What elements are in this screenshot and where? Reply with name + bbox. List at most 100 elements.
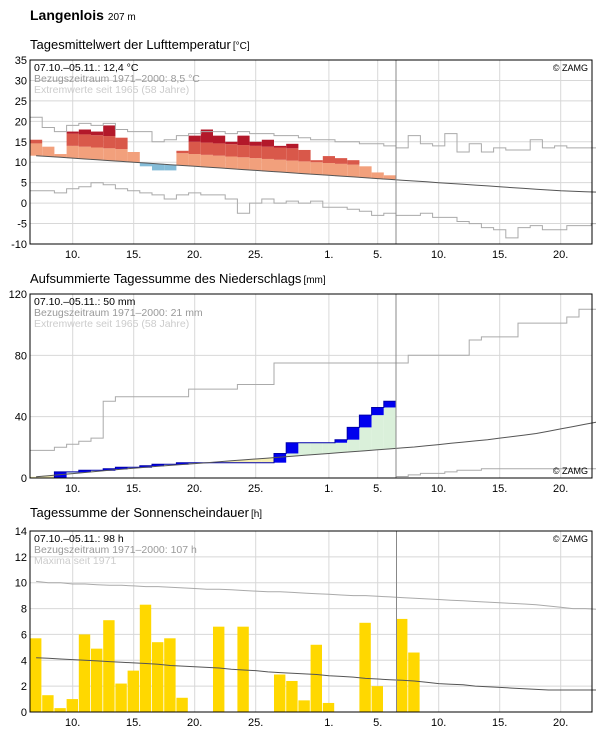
precip-area-above-normal (298, 443, 310, 456)
temp-bar-warm-dark (286, 144, 298, 148)
temp-bar-warm-mid (213, 143, 225, 155)
x-tick-label: 5. (373, 249, 382, 261)
sunshine-bar (128, 671, 139, 712)
sunshine-bar (213, 627, 224, 712)
temp-bar-warm-mid (237, 145, 249, 157)
x-tick-label: 15. (126, 483, 141, 495)
temp-bar-cold (164, 165, 176, 171)
sunshine-bar (140, 605, 151, 712)
precip-area-above-normal (311, 443, 323, 455)
precip-area-above-normal (347, 440, 359, 452)
sunshine-bar (396, 619, 407, 712)
sunshine-chart: 0246810121410.15.20.25.1.5.10.15.20.07.1… (0, 521, 596, 740)
y-tick-label: 14 (15, 526, 27, 538)
precip-daily-increment (372, 407, 384, 415)
temp-bar-warm-light (286, 161, 298, 173)
precip-daily-increment (286, 443, 298, 454)
y-tick-label: 0 (21, 198, 27, 210)
temp-bar-warm-light (30, 143, 42, 155)
x-tick-label: 5. (373, 483, 382, 495)
x-tick-label: 20. (187, 717, 202, 729)
x-tick-label: 1. (324, 717, 333, 729)
temp-bar-warm-light (67, 146, 79, 158)
temp-bar-warm-light (176, 153, 188, 165)
precip-area-above-normal (359, 427, 371, 450)
x-tick-label: 15. (492, 483, 507, 495)
x-tick-label: 20. (553, 483, 568, 495)
temperature-title-text: Tagesmittelwert der Lufttemperatur (30, 37, 231, 52)
temp-bar-warm-dark (262, 140, 274, 147)
temp-bar-warm-mid (176, 151, 188, 153)
temp-bar-warm-mid (286, 148, 298, 160)
temp-bar-warm-light (250, 158, 262, 170)
temp-bar-warm-light (237, 157, 249, 169)
temp-bar-warm-dark (103, 125, 115, 136)
sunshine-bar (54, 708, 65, 712)
temp-bar-warm-light (347, 165, 359, 177)
y-tick-label: 8 (21, 604, 27, 616)
y-tick-label: 80 (15, 350, 27, 362)
sunshine-bar (30, 638, 41, 712)
temp-bar-warm-dark (274, 146, 286, 148)
x-tick-label: 20. (187, 249, 202, 261)
precipitation-chart: 0408012010.15.20.25.1.5.10.15.20.07.10.–… (0, 286, 596, 501)
temperature-chart: -10-50510152025303510.15.20.25.1.5.10.15… (0, 52, 596, 267)
sunshine-bar (115, 684, 126, 712)
temp-bar-warm-light (91, 148, 103, 160)
legend-line-3: Maxima seit 1971 (34, 555, 116, 567)
sunshine-bar (323, 703, 334, 712)
precip-area-above-normal (323, 443, 335, 454)
temp-bar-cold (152, 164, 164, 171)
temp-bar-warm-light (372, 172, 384, 178)
temp-bar-warm-light (79, 147, 91, 159)
x-tick-label: 10. (431, 717, 446, 729)
x-tick-label: 25. (248, 483, 263, 495)
temp-bar-warm-light (201, 155, 213, 167)
y-tick-label: -10 (11, 239, 27, 251)
temp-bar-warm-mid (91, 135, 103, 147)
sunshine-title-text: Tagessumme der Sonnenscheindauer (30, 505, 249, 520)
sunshine-bar (42, 695, 53, 712)
temperature-title: Tagesmittelwert der Lufttemperatur[°C] (30, 37, 250, 52)
temp-bar-warm-dark (250, 142, 262, 146)
copyright-label: © ZAMG (553, 534, 588, 544)
x-tick-label: 10. (65, 717, 80, 729)
precip-daily-increment (359, 415, 371, 427)
temp-bar-warm-mid (67, 134, 79, 146)
y-tick-label: 12 (15, 552, 27, 564)
temp-bar-warm-dark (213, 136, 225, 144)
sunshine-bar (103, 620, 114, 712)
y-tick-label: 4 (21, 655, 27, 667)
sunshine-bar (67, 699, 78, 712)
sunshine-bar (286, 681, 297, 712)
y-tick-label: 6 (21, 629, 27, 641)
y-tick-label: 0 (21, 473, 27, 485)
precip-daily-increment (384, 401, 396, 407)
temp-bar-warm-mid (79, 134, 91, 146)
temp-bar-warm-mid (201, 143, 213, 155)
sunshine-bar (372, 686, 383, 712)
x-tick-label: 20. (553, 717, 568, 729)
sunshine-bar (79, 634, 90, 712)
x-tick-label: 10. (65, 249, 80, 261)
temp-bar-warm-mid (225, 144, 237, 156)
temp-bar-warm-light (103, 148, 115, 160)
temp-bar-warm-mid (115, 138, 127, 149)
temp-bar-warm-light (311, 162, 323, 174)
temp-bar-warm-light (335, 164, 347, 176)
precipitation-title-text: Aufsummierte Tagessumme des Niederschlag… (30, 271, 301, 286)
station-name: Langenlois (30, 7, 104, 23)
y-tick-label: 10 (15, 157, 27, 169)
sunshine-bar (359, 623, 370, 712)
temp-bar-warm-dark (237, 136, 249, 145)
temp-bar-warm-mid (262, 147, 274, 159)
sunshine-bar (176, 698, 187, 712)
temp-bar-warm-mid (347, 160, 359, 164)
y-tick-label: -5 (17, 219, 27, 231)
y-tick-label: 15 (15, 137, 27, 149)
x-tick-label: 1. (324, 483, 333, 495)
temp-bar-warm-mid (30, 140, 42, 144)
temp-bar-warm-light (225, 156, 237, 168)
temp-bar-warm-dark (79, 130, 91, 135)
x-tick-label: 15. (126, 249, 141, 261)
